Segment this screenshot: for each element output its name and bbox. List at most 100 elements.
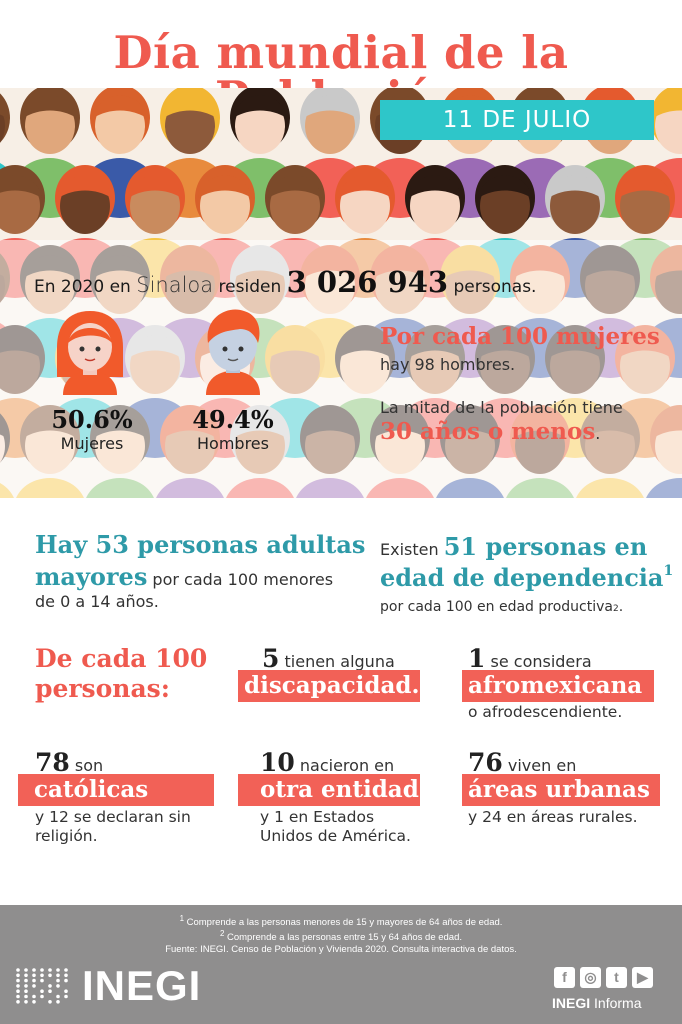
logo-dot: [24, 1000, 28, 1004]
urban-bar: áreas urbanas: [462, 774, 660, 806]
logo-dot: [16, 984, 20, 988]
logo-dot: [16, 973, 20, 978]
footnote-2-text: Comprende a las personas entre 15 y 64 a…: [227, 932, 463, 944]
footnote-2-marker: 2: [219, 929, 225, 938]
logo-dot: [32, 994, 36, 999]
logo-dot: [32, 978, 36, 983]
dependency-line3: por cada 100 en edad productiva2.: [380, 599, 623, 617]
logo-dot: [40, 989, 44, 993]
population-sentence: En 2020 en Sinaloa residen 3 026 943 per…: [34, 265, 536, 299]
sentence-suffix: personas.: [453, 277, 537, 297]
youtube-icon[interactable]: ▶: [632, 967, 653, 988]
sentence-middle: residen: [218, 277, 282, 297]
born-bar: otra entidad: [238, 774, 420, 806]
median-age-end: .: [595, 424, 601, 443]
elderly-line3: de 0 a 14 años.: [35, 592, 159, 611]
logo-dot: [48, 973, 52, 978]
woman-icon: [57, 311, 123, 395]
date-banner: 11 DE JULIO: [380, 100, 654, 140]
dependency-bold1: 51 personas en: [443, 532, 648, 561]
urban-text: viven en: [507, 756, 577, 775]
disability-number: 5: [262, 644, 280, 673]
dependency-line1: Existen 51 personas en: [380, 532, 647, 561]
logo-dot: [56, 978, 60, 983]
catholic-sub-line1: y 12 se declaran sin: [35, 808, 191, 826]
logo-dot: [16, 994, 20, 999]
twitter-icon[interactable]: t: [606, 967, 627, 988]
logo-dot: [32, 1000, 36, 1004]
logo-dot: [24, 984, 28, 988]
instagram-icon[interactable]: ◎: [580, 967, 601, 988]
logo-dot: [40, 968, 44, 972]
logo-dot: [64, 989, 68, 993]
logo-dot: [40, 973, 44, 978]
logo-dot: [24, 968, 28, 972]
source-note: Fuente: INEGI. Censo de Población y Vivi…: [165, 944, 517, 955]
logo-dot: [48, 968, 52, 972]
catholic-bar: católicas: [18, 774, 214, 806]
dependency-line2: edad de dependencia1: [380, 563, 673, 592]
disability-line: 5 tienen alguna: [262, 644, 395, 673]
afro-number: 1: [468, 644, 486, 673]
disability-text: tienen alguna: [284, 652, 395, 671]
per100-heading-line1: De cada 100: [35, 644, 208, 673]
footnote-1: 1 Comprende a las personas menores de 15…: [0, 914, 682, 928]
dependency-end: .: [618, 599, 624, 615]
women-label: Mujeres: [60, 434, 124, 453]
catholic-line: 78 son: [35, 748, 103, 777]
catholic-sub: y 12 se declaran sin religión.: [35, 808, 191, 847]
logo-dot: [16, 989, 20, 993]
footer: [0, 905, 682, 1024]
born-line: 10 nacieron en: [260, 748, 394, 777]
logo-dot: [16, 1000, 20, 1004]
afro-text: se considera: [490, 652, 592, 671]
urban-number: 76: [468, 748, 503, 777]
logo-dot: [32, 984, 36, 988]
logo-dot: [56, 994, 60, 999]
logo-dot: [56, 968, 60, 972]
afro-line: 1 se considera: [468, 644, 592, 673]
logo-dot: [24, 989, 28, 993]
logo-dot: [56, 1000, 60, 1004]
logo-dot: [48, 1000, 52, 1004]
elderly-line2: mayores por cada 100 menores: [35, 562, 333, 591]
logo-dot: [64, 973, 68, 978]
disability-bar: discapacidad.: [238, 670, 420, 702]
elderly-rest: por cada 100 menores: [152, 570, 334, 589]
facebook-icon[interactable]: f: [554, 967, 575, 988]
per100-heading-line2: personas:: [35, 674, 170, 703]
dependency-prefix: Existen: [380, 540, 439, 559]
logo-dot: [16, 978, 20, 983]
born-number: 10: [260, 748, 295, 777]
footnote-2: 2 Comprende a las personas entre 15 y 64…: [0, 929, 682, 943]
logo-dot: [24, 978, 28, 983]
median-age-highlight: 30 años o menos: [380, 418, 596, 445]
born-sub: y 1 en Estados Unidos de América.: [260, 808, 411, 847]
dependency-bold2: edad de dependencia: [380, 563, 664, 592]
median-age-line: 30 años o menos.: [380, 418, 600, 445]
catholic-number: 78: [35, 748, 70, 777]
footnote-1-text: Comprende a las personas menores de 15 y…: [186, 917, 503, 929]
women-percentage: 50.6%: [51, 405, 133, 434]
catholic-text: son: [74, 756, 104, 775]
inegi-informa-bold: INEGI: [552, 995, 591, 1011]
catholic-sub-line2: religión.: [35, 827, 98, 846]
logo-dot: [24, 994, 28, 999]
logo-dot: [24, 973, 28, 978]
logo-dot: [56, 984, 60, 988]
state-name: Sinaloa: [136, 273, 214, 297]
median-age-text: La mitad de la población tiene: [380, 398, 623, 417]
per100-heading: De cada 100 personas:: [35, 644, 207, 704]
logo-dot: [64, 978, 68, 983]
dependency-footnote-1: 1: [663, 563, 674, 579]
inegi-informa-rest: Informa: [590, 995, 642, 1011]
inegi-logo-text: INEGI: [82, 962, 202, 1009]
logo-dot: [32, 973, 36, 978]
born-text: nacieron en: [299, 756, 395, 775]
logo-dot: [48, 984, 52, 988]
born-sub-line2: Unidos de América.: [260, 827, 411, 846]
logo-dot: [64, 994, 68, 999]
ratio-headline: Por cada 100 mujeres: [380, 323, 660, 350]
born-sub-line1: y 1 en Estados: [260, 808, 375, 826]
logo-dot: [16, 968, 20, 972]
